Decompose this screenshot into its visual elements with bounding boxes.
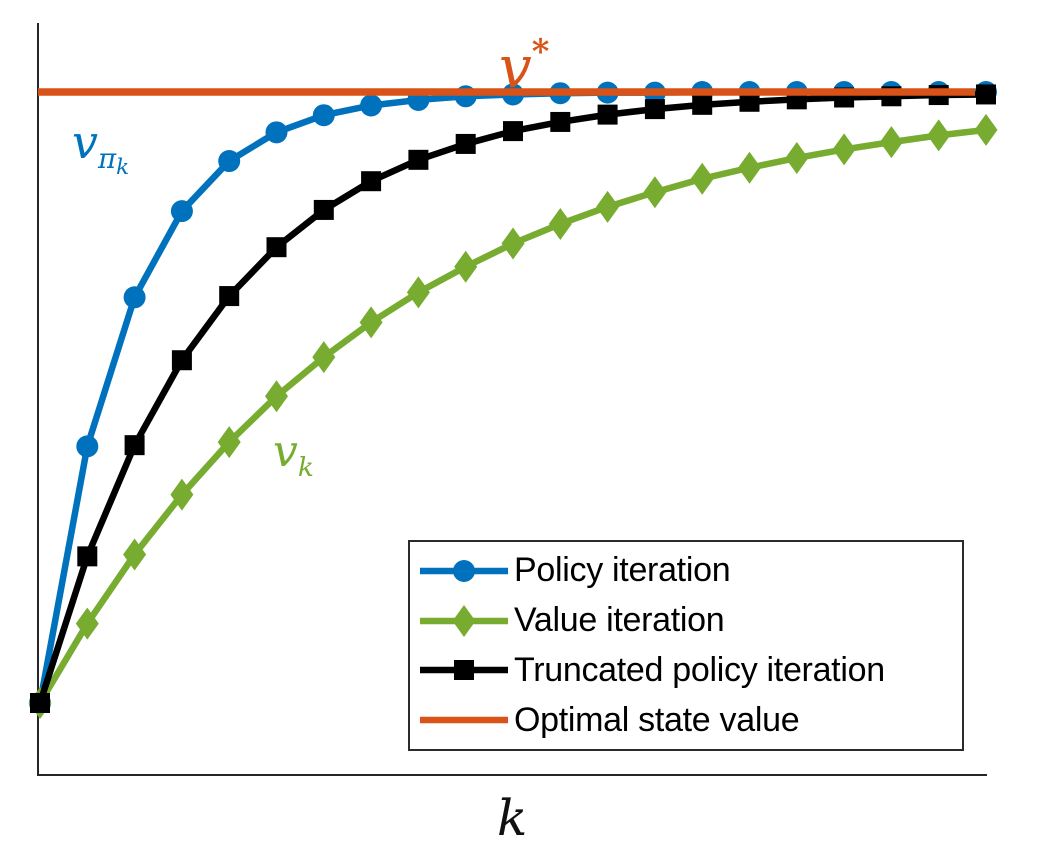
series-marker-truncated-policy-iteration: [408, 149, 429, 170]
v-pi-k-subscript: π: [98, 142, 117, 176]
annotation-v-pi-k: vπk: [72, 119, 129, 179]
annotation-v-star: v*: [499, 34, 549, 96]
series-marker-truncated-policy-iteration: [266, 237, 287, 258]
series-marker-policy-iteration: [170, 200, 193, 223]
series-marker-value-iteration: [170, 478, 194, 511]
axes-spines: [37, 23, 987, 776]
series-marker-truncated-policy-iteration: [739, 91, 760, 112]
series-marker-policy-iteration: [218, 150, 241, 173]
series-marker-truncated-policy-iteration: [77, 546, 98, 567]
series-marker-value-iteration: [406, 276, 430, 309]
series-marker-value-iteration: [123, 538, 147, 571]
legend-item-policy-iteration: Policy iteration: [418, 547, 962, 595]
legend-sample-square: [420, 660, 508, 681]
series-marker-truncated-policy-iteration: [976, 84, 996, 105]
v-star-base: v: [499, 33, 532, 101]
series-marker-value-iteration: [596, 190, 620, 223]
series-marker-truncated-policy-iteration: [692, 94, 713, 115]
v-k-base: v: [273, 426, 298, 477]
legend-label: Value iteration: [514, 601, 725, 640]
series-marker-truncated-policy-iteration: [124, 435, 145, 456]
series-marker-value-iteration: [75, 607, 99, 640]
annotation-v-k: vk: [273, 430, 314, 481]
x-axis-label: k: [497, 789, 528, 847]
series-marker-value-iteration: [548, 207, 572, 240]
series-marker-value-iteration: [690, 162, 714, 195]
legend-item-truncated-policy-iteration: Truncated policy iteration: [418, 646, 962, 694]
series-marker-value-iteration: [738, 151, 761, 184]
series-marker-value-iteration: [879, 126, 903, 159]
v-pi-k-base: v: [72, 115, 98, 169]
series-marker-value-iteration: [974, 113, 998, 146]
series-marker-value-iteration: [501, 227, 525, 260]
legend-sample-line: [420, 716, 508, 724]
series-marker-truncated-policy-iteration: [361, 171, 382, 192]
legend-marker-value-iteration: [452, 604, 476, 637]
series-marker-truncated-policy-iteration: [219, 286, 240, 307]
legend-label: Truncated policy iteration: [514, 650, 885, 689]
legend-marker-policy-iteration: [453, 559, 475, 582]
series-marker-value-iteration: [785, 141, 809, 174]
legend-item-optimal-state-value: Optimal state value: [418, 696, 962, 744]
series-marker-policy-iteration: [76, 435, 99, 458]
series-marker-value-iteration: [359, 306, 383, 339]
v-star-superscript: *: [531, 30, 550, 71]
series-marker-value-iteration: [454, 250, 478, 283]
legend-label: Policy iteration: [514, 551, 731, 590]
series-marker-truncated-policy-iteration: [30, 693, 50, 713]
v-k-subscript: k: [297, 452, 314, 484]
legend: Policy iteration Value iteration Truncated…: [408, 540, 964, 751]
series-marker-value-iteration: [927, 119, 951, 152]
series-marker-truncated-policy-iteration: [597, 104, 618, 125]
legend-marker-truncated-policy-iteration: [454, 660, 474, 681]
series-marker-value-iteration: [265, 380, 288, 413]
series-marker-policy-iteration: [360, 94, 383, 117]
series-marker-truncated-policy-iteration: [455, 133, 476, 154]
legend-sample-diamond: [420, 604, 508, 637]
series-marker-value-iteration: [312, 341, 336, 374]
series-marker-truncated-policy-iteration: [503, 121, 523, 142]
series-marker-value-iteration: [832, 133, 856, 166]
series-marker-policy-iteration: [265, 121, 288, 144]
legend-sample-circle: [420, 559, 508, 582]
series-marker-truncated-policy-iteration: [313, 199, 334, 220]
v-pi-k-subsubscript: k: [116, 155, 130, 181]
legend-label: Optimal state value: [514, 700, 800, 739]
series-marker-policy-iteration: [312, 104, 335, 127]
series-marker-value-iteration: [643, 176, 667, 209]
legend-item-value-iteration: Value iteration: [418, 597, 962, 645]
series-marker-truncated-policy-iteration: [644, 99, 665, 120]
series-marker-truncated-policy-iteration: [171, 350, 192, 371]
series-marker-value-iteration: [217, 426, 241, 459]
series-marker-policy-iteration: [123, 286, 146, 309]
series-marker-truncated-policy-iteration: [550, 111, 571, 132]
